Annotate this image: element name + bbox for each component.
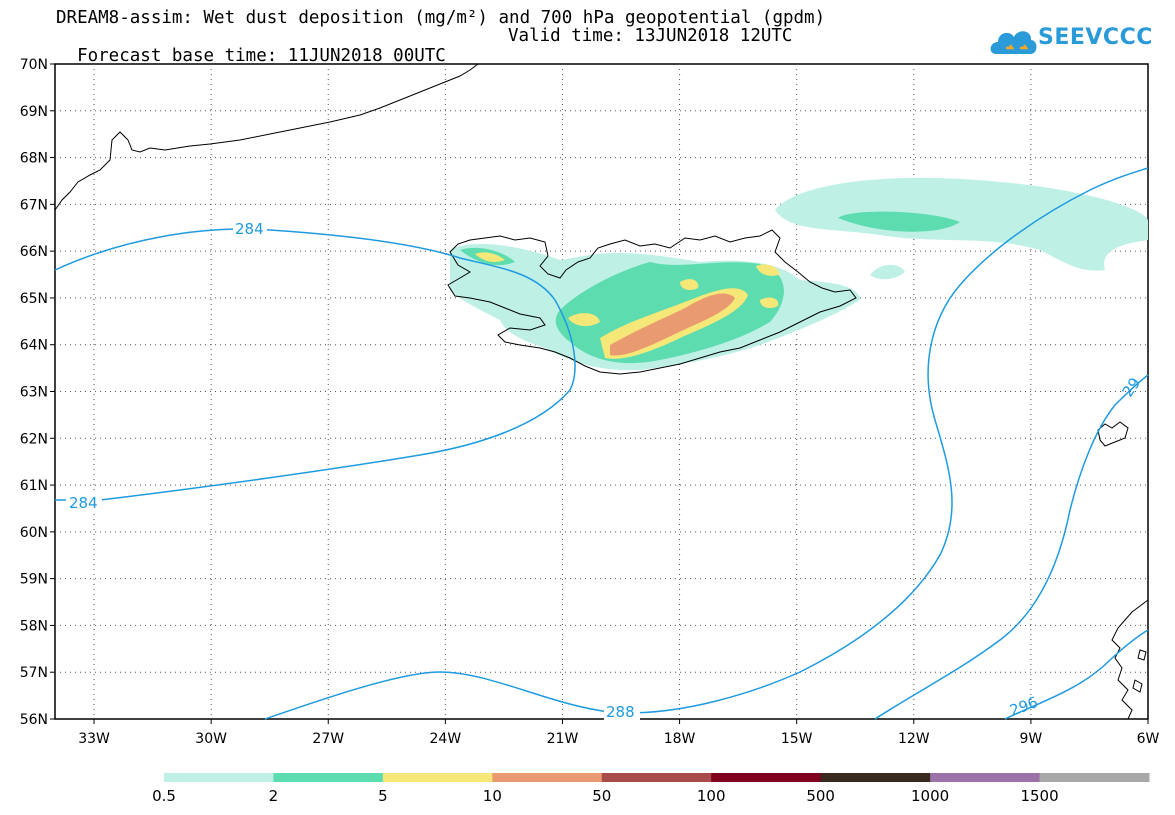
colorbar-swatch (273, 773, 384, 782)
colorbar-swatch (601, 773, 712, 782)
lat-label: 59N (20, 572, 48, 588)
colorbar-label: 50 (592, 787, 611, 805)
geopotential-contours (54, 167, 1149, 720)
contour-label-284-top: 284 (235, 220, 264, 238)
lon-label: 30W (195, 731, 227, 747)
colorbar-swatch (492, 773, 603, 782)
chart-title: DREAM8-assim: Wet dust deposition (mg/m²… (56, 8, 826, 28)
contour-296 (874, 374, 1149, 720)
valid-time: Valid time: 13JUN2018 12UTC (508, 26, 793, 46)
colorbar-swatch (820, 773, 931, 782)
lat-label: 62N (20, 431, 48, 447)
latitude-labels: 70N 69N 68N 67N 66N 65N 64N 63N 62N 61N 60N 59N 58N 5… (20, 57, 55, 728)
lat-label: 67N (20, 197, 48, 213)
lon-label: 6W (1137, 731, 1160, 747)
lat-label: 58N (20, 618, 48, 634)
lon-label: 27W (312, 731, 344, 747)
colorbar-label: 0.5 (152, 787, 176, 805)
lat-label: 61N (20, 478, 48, 494)
colorbar-label: 500 (806, 787, 835, 805)
lon-label: 18W (664, 731, 696, 747)
colorbar-swatch (930, 773, 1041, 782)
lat-label: 66N (20, 244, 48, 260)
faroe-islands (1097, 421, 1129, 447)
time-info: Forecast base time: 11JUN2018 00UTC Vali… (56, 26, 792, 86)
lat-label: 68N (20, 151, 48, 167)
contour-296-east (1004, 629, 1149, 720)
lat-label: 64N (20, 338, 48, 354)
lon-label: 21W (547, 731, 579, 747)
longitude-labels: 33W 30W 27W 24W 21W 18W 15W 12W 9W 6W (78, 719, 1160, 747)
greenland-coastline (54, 63, 479, 211)
colorbar-label: 1500 (1020, 787, 1058, 805)
forecast-base-time: Forecast base time: 11JUN2018 00UTC (77, 46, 446, 66)
logo-text: SEEVCCC (1038, 25, 1153, 50)
lon-label: 9W (1020, 731, 1043, 747)
lat-label: 70N (20, 57, 48, 73)
colorbar-label: 100 (697, 787, 726, 805)
colorbar-swatch (711, 773, 822, 782)
colorbar-swatch (1039, 773, 1150, 782)
lon-label: 15W (781, 731, 813, 747)
cloud-logo-icon (990, 31, 1037, 54)
lon-label: 33W (78, 731, 110, 747)
lat-label: 57N (20, 665, 48, 681)
lat-label: 63N (20, 385, 48, 401)
lon-label: 12W (898, 731, 930, 747)
contour-label-288: 288 (606, 703, 635, 721)
hebrides-islands (1132, 649, 1147, 693)
colorbar-label: 2 (269, 787, 279, 805)
map-frame (54, 63, 1149, 720)
seevccc-logo: SEEVCCC (990, 20, 1160, 60)
colorbar-swatch (382, 773, 493, 782)
lat-label: 60N (20, 525, 48, 541)
colorbar-label: 1000 (911, 787, 949, 805)
colorbar-swatch (164, 773, 274, 782)
contour-288 (264, 167, 1149, 720)
colorbar-label: 10 (483, 787, 502, 805)
contour-284-north (54, 228, 576, 501)
lon-label: 24W (430, 731, 462, 747)
contour-label-284-left: 284 (69, 494, 98, 512)
colorbar-label: 5 (378, 787, 388, 805)
colorbar: 0.5 2 5 10 50 100 500 1000 1500 (152, 773, 1150, 805)
iceland-coastline (447, 229, 857, 375)
lat-label: 56N (20, 712, 48, 728)
lat-label: 69N (20, 104, 48, 120)
lat-label: 65N (20, 291, 48, 307)
